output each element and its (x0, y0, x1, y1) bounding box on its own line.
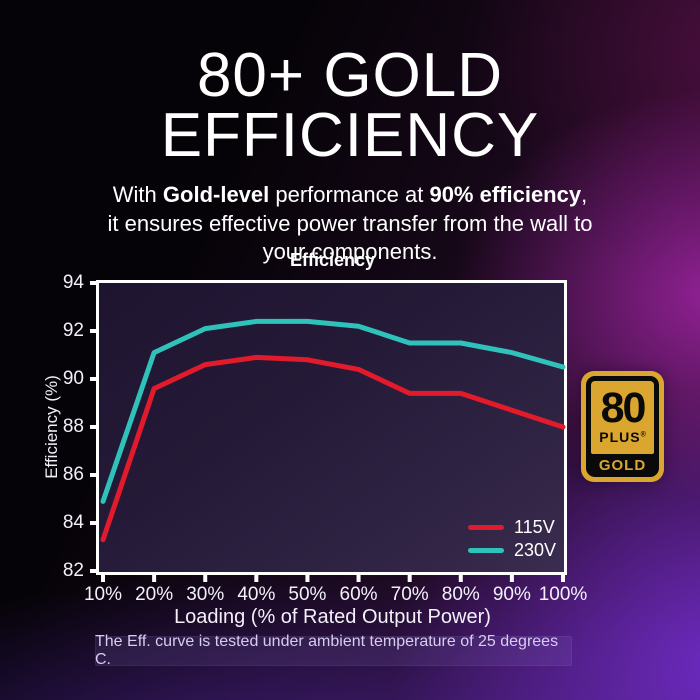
y-tick-label: 88 (62, 416, 84, 437)
x-tick (509, 575, 514, 582)
subtitle-line: it ensures effective power transfer from… (107, 210, 593, 236)
legend-label-230v: 230V (514, 539, 557, 560)
y-tick-label: 90 (62, 368, 84, 389)
x-tick-label: 30% (186, 584, 225, 605)
registered-mark-icon: ® (640, 431, 646, 439)
x-tick-label: 100% (538, 584, 588, 605)
badge-frame: 80 PLUS® GOLD (586, 376, 659, 477)
x-tick-label: 50% (288, 584, 327, 605)
x-tick-label: 20% (135, 584, 174, 605)
chart-legend: 115V 230V (468, 516, 556, 561)
legend-label-115v: 115V (514, 516, 555, 537)
x-tick (407, 575, 412, 582)
badge-level-label: GOLD (598, 457, 647, 474)
chart-title: Efficiency (289, 250, 376, 270)
80plus-gold-badge: 80 PLUS® GOLD (581, 371, 664, 482)
y-tick-label: 92 (62, 320, 84, 341)
legend-row-115v: 115V (468, 516, 556, 538)
x-tick-label: 70% (390, 584, 429, 605)
badge-number: 80 (600, 384, 647, 433)
y-tick-label: 82 (62, 560, 84, 581)
x-tick (203, 575, 208, 582)
page-title: 80+ GOLD EFFICIENCY (0, 41, 700, 170)
x-tick (458, 575, 463, 582)
x-tick (254, 575, 259, 582)
x-tick (356, 575, 361, 582)
title-line-2: EFFICIENCY (160, 101, 540, 170)
y-tick-label: 86 (62, 464, 84, 485)
badge-plus-label: PLUS® (599, 429, 646, 446)
x-tick-label: 80% (441, 584, 480, 605)
x-tick (101, 575, 105, 582)
x-tick-label: 90% (492, 584, 531, 605)
subtitle-line: With Gold-level performance at 90% effic… (112, 182, 588, 207)
y-axis-label: Efficiency (%) (42, 375, 61, 479)
x-tick-label: 40% (237, 584, 276, 605)
subtitle: With Gold-level performance at 90% effic… (0, 181, 700, 267)
badge-top: 80 PLUS® (591, 381, 654, 454)
x-tick-label: 10% (83, 584, 123, 605)
title-line-1: 80+ GOLD (196, 41, 504, 110)
x-tick-label: 60% (339, 584, 378, 605)
x-tick (305, 575, 310, 582)
x-axis-label: Loading (% of Rated Output Power) (174, 606, 491, 628)
badge-plus-text: PLUS (599, 428, 641, 445)
subtitle-line: your components. (262, 239, 438, 264)
footnote-bar: The Eff. curve is tested under ambient t… (95, 633, 572, 668)
footnote-text: The Eff. curve is tested under ambient t… (95, 633, 559, 668)
x-tick (152, 575, 157, 582)
legend-swatch-230v-icon (468, 547, 504, 553)
legend-swatch-115v-icon (468, 524, 504, 530)
y-tick-label: 94 (62, 272, 84, 293)
legend-row-230v: 230V (468, 539, 556, 561)
x-tick (561, 575, 565, 582)
y-tick-label: 84 (62, 512, 84, 533)
